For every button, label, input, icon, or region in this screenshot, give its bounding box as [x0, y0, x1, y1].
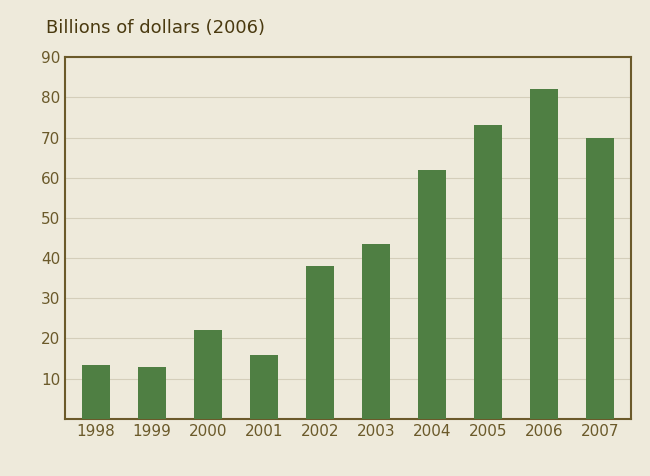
Bar	[362, 244, 390, 419]
Bar	[586, 138, 614, 419]
Bar	[82, 365, 110, 419]
Bar	[418, 169, 446, 419]
Bar	[138, 367, 166, 419]
Bar	[530, 89, 558, 419]
Bar	[306, 266, 333, 419]
Text: Billions of dollars (2006): Billions of dollars (2006)	[46, 19, 265, 37]
Bar	[194, 330, 222, 419]
Bar	[474, 126, 502, 419]
Bar	[250, 355, 278, 419]
